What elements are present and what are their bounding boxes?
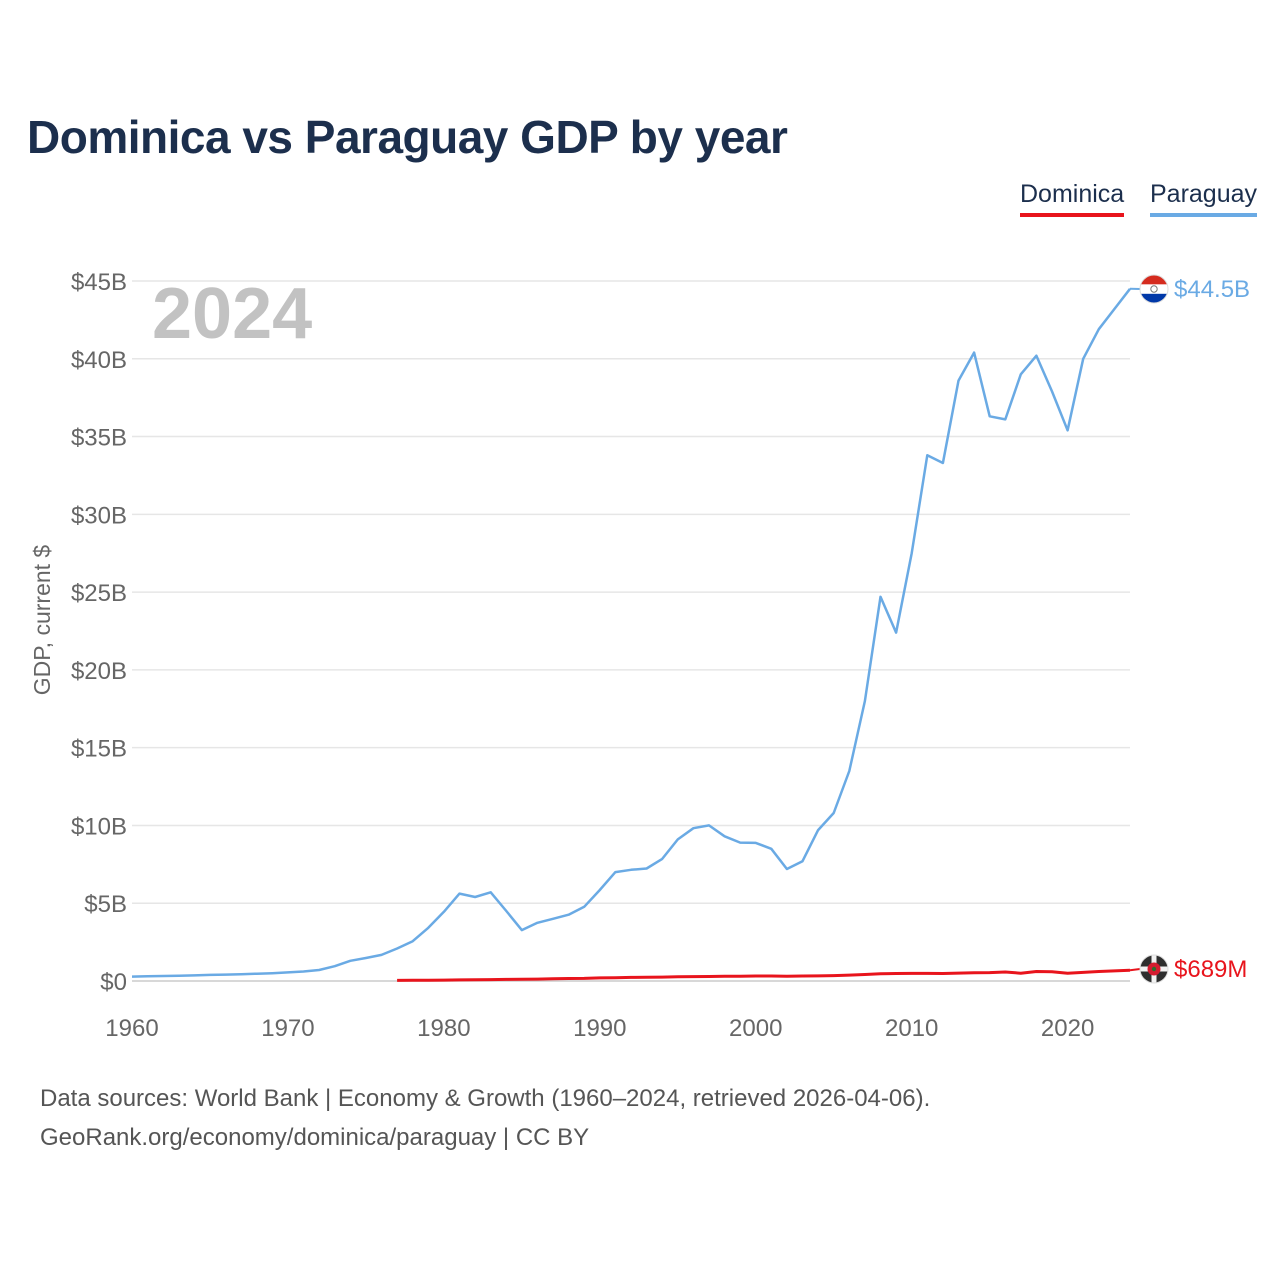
legend-label-paraguay: Paraguay bbox=[1150, 180, 1258, 208]
y-tick-label: $25B bbox=[71, 580, 127, 607]
y-tick-label: $35B bbox=[71, 425, 127, 452]
series-lines bbox=[131, 288, 1131, 982]
series-endpoints: $689M $44.5B bbox=[1129, 274, 1250, 984]
dominica-flag-icon bbox=[1139, 954, 1169, 984]
y-axis-ticks: $0 $5B $10B $15B $20B $25B $30B $35B $40B $45B bbox=[71, 269, 127, 996]
chart-title: Dominica vs Paraguay GDP by year bbox=[27, 111, 788, 163]
y-tick-label: $30B bbox=[71, 502, 127, 529]
legend-swatch-paraguay bbox=[1150, 213, 1258, 217]
legend-swatch-dominica bbox=[1020, 213, 1125, 217]
grid-lines bbox=[132, 280, 1130, 982]
x-tick-label: 2020 bbox=[1041, 1015, 1094, 1042]
series-line-paraguay[interactable] bbox=[131, 288, 1131, 978]
x-axis-ticks: 1960 1970 1980 1990 2000 2010 2020 bbox=[105, 1015, 1094, 1042]
legend-item-dominica[interactable]: Dominica bbox=[1020, 180, 1125, 217]
paraguay-flag-icon bbox=[1139, 274, 1169, 304]
endpoint-connector bbox=[1129, 968, 1141, 972]
y-tick-label: $20B bbox=[71, 658, 127, 685]
x-tick-label: 1970 bbox=[261, 1015, 314, 1042]
year-label: 2024 bbox=[152, 274, 312, 354]
footer-sources: Data sources: World Bank | Economy & Gro… bbox=[40, 1085, 931, 1112]
footer-url: GeoRank.org/economy/dominica/paraguay | … bbox=[40, 1124, 590, 1151]
x-tick-label: 1960 bbox=[105, 1015, 158, 1042]
y-tick-label: $15B bbox=[71, 736, 127, 763]
series-line-dominica[interactable] bbox=[397, 968, 1131, 982]
endpoint-value-paraguay: $44.5B bbox=[1174, 276, 1250, 303]
x-tick-label: 2000 bbox=[729, 1015, 782, 1042]
x-tick-label: 1980 bbox=[417, 1015, 470, 1042]
y-axis-label: GDP, current $ bbox=[29, 545, 55, 696]
endpoint-value-dominica: $689M bbox=[1174, 956, 1247, 983]
x-tick-label: 1990 bbox=[573, 1015, 626, 1042]
x-tick-label: 2010 bbox=[885, 1015, 938, 1042]
y-tick-label: $40B bbox=[71, 347, 127, 374]
y-tick-label: $45B bbox=[71, 269, 127, 296]
y-tick-label: $5B bbox=[84, 891, 127, 918]
legend-label-dominica: Dominica bbox=[1020, 180, 1125, 208]
legend-item-paraguay[interactable]: Paraguay bbox=[1150, 180, 1258, 217]
y-tick-label: $0 bbox=[100, 969, 127, 996]
y-tick-label: $10B bbox=[71, 813, 127, 840]
